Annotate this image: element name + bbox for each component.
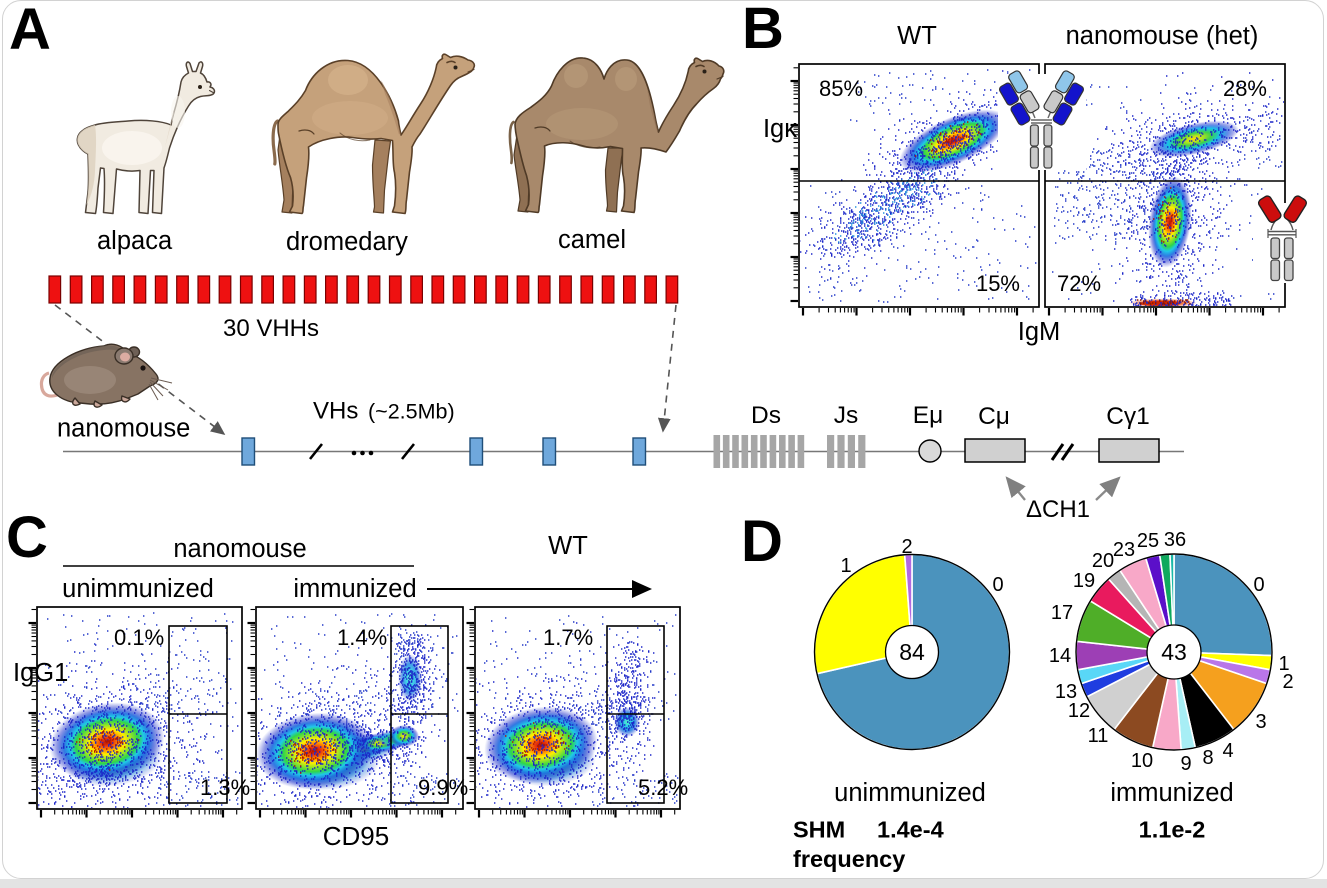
svg-text:1.4e-4: 1.4e-4 [877, 817, 944, 843]
svg-text:3: 3 [1255, 711, 1266, 733]
svg-text:nanomouse: nanomouse [173, 535, 306, 563]
svg-text:IgG1: IgG1 [13, 659, 68, 687]
svg-text:9: 9 [1180, 753, 1191, 775]
svg-text:19: 19 [1073, 570, 1095, 592]
svg-text:camel: camel [558, 226, 626, 254]
svg-text:20: 20 [1092, 550, 1114, 572]
svg-text:10: 10 [1131, 750, 1153, 772]
svg-text:25: 25 [1137, 530, 1159, 552]
svg-text:0: 0 [1253, 574, 1264, 596]
svg-text:8: 8 [1202, 747, 1213, 769]
svg-text:(~2.5Mb): (~2.5Mb) [368, 400, 455, 424]
svg-text:SHM: SHM [793, 817, 845, 843]
svg-text:dromedary: dromedary [286, 228, 408, 256]
svg-text:30 VHHs: 30 VHHs [223, 315, 319, 342]
svg-text:Igκ: Igκ [763, 115, 797, 143]
svg-text:WT: WT [548, 532, 588, 560]
svg-text:Eμ: Eμ [913, 402, 943, 429]
svg-text:alpaca: alpaca [97, 227, 173, 255]
svg-text:2: 2 [901, 536, 912, 558]
svg-text:1.3%: 1.3% [200, 775, 250, 800]
svg-text:ΔCH1: ΔCH1 [1026, 496, 1090, 523]
svg-text:unimmunized: unimmunized [62, 575, 214, 603]
svg-text:Js: Js [834, 402, 859, 429]
svg-text:VHs: VHs [313, 398, 358, 425]
svg-text:15%: 15% [976, 271, 1020, 296]
svg-text:11: 11 [1088, 725, 1109, 747]
svg-text:1.1e-2: 1.1e-2 [1139, 817, 1206, 843]
svg-text:Cγ1: Cγ1 [1106, 403, 1150, 430]
svg-text:Ds: Ds [751, 402, 781, 429]
svg-text:1: 1 [1278, 653, 1289, 675]
svg-text:4: 4 [1222, 740, 1233, 762]
svg-text:12: 12 [1068, 700, 1090, 722]
svg-text:Cμ: Cμ [978, 403, 1010, 430]
svg-text:43: 43 [1161, 639, 1187, 665]
svg-text:1.7%: 1.7% [543, 625, 593, 650]
svg-text:0: 0 [992, 574, 1003, 596]
svg-text:72%: 72% [1057, 271, 1101, 296]
svg-text:frequency: frequency [793, 846, 905, 872]
svg-text:17: 17 [1051, 602, 1073, 624]
svg-text:unimmunized: unimmunized [834, 779, 986, 807]
svg-text:36: 36 [1164, 529, 1186, 551]
svg-text:5.2%: 5.2% [638, 775, 688, 800]
svg-text:nanomouse (het): nanomouse (het) [1066, 22, 1259, 50]
svg-text:CD95: CD95 [323, 821, 389, 851]
svg-text:84: 84 [899, 639, 925, 665]
svg-text:23: 23 [1113, 539, 1135, 561]
svg-text:nanomouse: nanomouse [57, 415, 190, 443]
svg-text:WT: WT [897, 22, 937, 50]
svg-text:IgM: IgM [1018, 318, 1061, 346]
svg-text:0.1%: 0.1% [114, 625, 164, 650]
svg-text:28%: 28% [1223, 76, 1267, 101]
svg-text:2: 2 [1282, 671, 1293, 693]
svg-text:9.9%: 9.9% [418, 775, 468, 800]
svg-text:14: 14 [1049, 645, 1071, 667]
svg-text:13: 13 [1055, 681, 1077, 703]
svg-text:immunized: immunized [293, 575, 416, 603]
svg-text:1: 1 [840, 555, 851, 577]
svg-text:immunized: immunized [1110, 779, 1233, 807]
svg-text:85%: 85% [819, 76, 863, 101]
svg-text:1.4%: 1.4% [337, 625, 387, 650]
